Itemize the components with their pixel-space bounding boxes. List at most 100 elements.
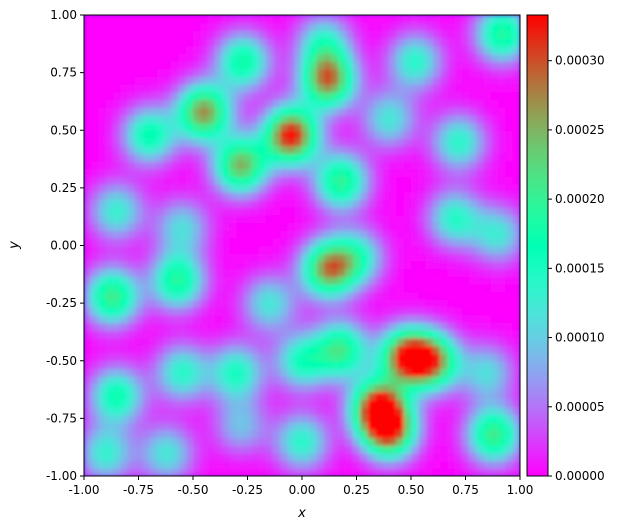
heatmap-cell bbox=[280, 437, 289, 446]
heatmap-cell bbox=[331, 376, 339, 385]
heatmap-cell bbox=[454, 391, 463, 400]
heatmap-cell bbox=[120, 437, 129, 446]
heatmap-cell bbox=[374, 353, 383, 362]
heatmap-cell bbox=[171, 214, 180, 224]
heatmap-cell bbox=[113, 168, 121, 177]
heatmap-cell bbox=[352, 168, 361, 177]
heatmap-cell bbox=[381, 314, 390, 323]
heatmap-cell bbox=[381, 299, 390, 308]
heatmap-cell bbox=[396, 84, 405, 93]
colorbar-tick-label: 0.00010 bbox=[555, 331, 605, 345]
heatmap-cell bbox=[331, 383, 339, 393]
heatmap-cell bbox=[367, 268, 376, 277]
heatmap-cell bbox=[287, 122, 296, 131]
heatmap-cell bbox=[331, 283, 339, 293]
heatmap-cell bbox=[309, 230, 318, 239]
heatmap-cell bbox=[142, 452, 150, 462]
heatmap-cell bbox=[323, 61, 332, 70]
heatmap-cell bbox=[149, 137, 158, 147]
heatmap-cell bbox=[193, 445, 201, 454]
heatmap-cell bbox=[134, 84, 143, 93]
heatmap-cell bbox=[265, 76, 274, 85]
heatmap-cell bbox=[316, 91, 325, 101]
heatmap-cell bbox=[207, 437, 216, 446]
heatmap-cell bbox=[411, 445, 419, 454]
heatmap-cell bbox=[251, 99, 259, 108]
heatmap-cell bbox=[425, 76, 434, 85]
heatmap-cell bbox=[178, 376, 187, 385]
heatmap-cell bbox=[272, 168, 281, 177]
heatmap-cell bbox=[476, 76, 485, 85]
heatmap-cell bbox=[338, 38, 347, 47]
heatmap-cell bbox=[389, 214, 398, 224]
heatmap-cell bbox=[207, 368, 216, 377]
heatmap-cell bbox=[469, 84, 477, 93]
heatmap-cell bbox=[440, 376, 448, 385]
heatmap-cell bbox=[214, 61, 223, 70]
heatmap-cell bbox=[403, 337, 412, 346]
heatmap-cell bbox=[265, 452, 274, 462]
heatmap-cell bbox=[113, 45, 121, 55]
heatmap-cell bbox=[98, 114, 107, 124]
heatmap-cell bbox=[207, 391, 216, 400]
heatmap-cell bbox=[229, 422, 238, 431]
heatmap-cell bbox=[360, 422, 368, 431]
heatmap-cell bbox=[403, 137, 412, 147]
heatmap-cell bbox=[243, 222, 252, 231]
heatmap-cell bbox=[352, 61, 361, 70]
heatmap-cell bbox=[396, 399, 405, 408]
heatmap-cell bbox=[98, 276, 107, 285]
heatmap-cell bbox=[214, 199, 223, 208]
heatmap-cell bbox=[280, 276, 289, 285]
heatmap-cell bbox=[403, 422, 412, 431]
heatmap-cell bbox=[498, 38, 507, 47]
heatmap-cell bbox=[251, 130, 259, 139]
heatmap-cell bbox=[469, 383, 477, 393]
heatmap-cell bbox=[134, 260, 143, 270]
heatmap-cell bbox=[498, 353, 507, 362]
heatmap-cell bbox=[418, 153, 427, 162]
plot-area bbox=[83, 14, 521, 477]
heatmap-cell bbox=[381, 291, 390, 300]
heatmap-cell bbox=[425, 276, 434, 285]
heatmap-cell bbox=[258, 460, 267, 469]
heatmap-cell bbox=[280, 91, 289, 101]
heatmap-cell bbox=[374, 452, 383, 462]
heatmap-cell bbox=[389, 406, 398, 416]
heatmap-cell bbox=[280, 53, 289, 62]
heatmap-cell bbox=[345, 445, 354, 454]
heatmap-cell bbox=[229, 452, 238, 462]
heatmap-cell bbox=[447, 137, 456, 147]
heatmap-cell bbox=[200, 91, 209, 101]
heatmap-cell bbox=[265, 191, 274, 200]
heatmap-cell bbox=[127, 437, 136, 446]
heatmap-cell bbox=[505, 53, 514, 62]
heatmap-cell bbox=[127, 145, 136, 154]
heatmap-cell bbox=[374, 337, 383, 346]
heatmap-cell bbox=[396, 61, 405, 70]
heatmap-cell bbox=[309, 91, 318, 101]
heatmap-cell bbox=[156, 376, 165, 385]
heatmap-cell bbox=[461, 45, 470, 55]
heatmap-cell bbox=[352, 452, 361, 462]
heatmap-cell bbox=[440, 330, 448, 339]
heatmap-cell bbox=[171, 222, 180, 231]
heatmap-cell bbox=[352, 291, 361, 300]
heatmap-cell bbox=[316, 68, 325, 78]
heatmap-cell bbox=[411, 245, 419, 254]
heatmap-cell bbox=[236, 45, 245, 55]
heatmap-cell bbox=[294, 30, 303, 39]
heatmap-cell bbox=[323, 137, 332, 147]
heatmap-cell bbox=[476, 184, 485, 193]
heatmap-cell bbox=[272, 214, 281, 224]
heatmap-cell bbox=[105, 214, 114, 224]
heatmap-cell bbox=[243, 314, 252, 323]
heatmap-cell bbox=[91, 84, 100, 93]
heatmap-cell bbox=[498, 76, 507, 85]
heatmap-cell bbox=[418, 184, 427, 193]
heatmap-cell bbox=[403, 199, 412, 208]
heatmap-cell bbox=[84, 76, 92, 85]
heatmap-cell bbox=[258, 191, 267, 200]
heatmap-cell bbox=[163, 291, 172, 300]
heatmap-cell bbox=[338, 160, 347, 170]
